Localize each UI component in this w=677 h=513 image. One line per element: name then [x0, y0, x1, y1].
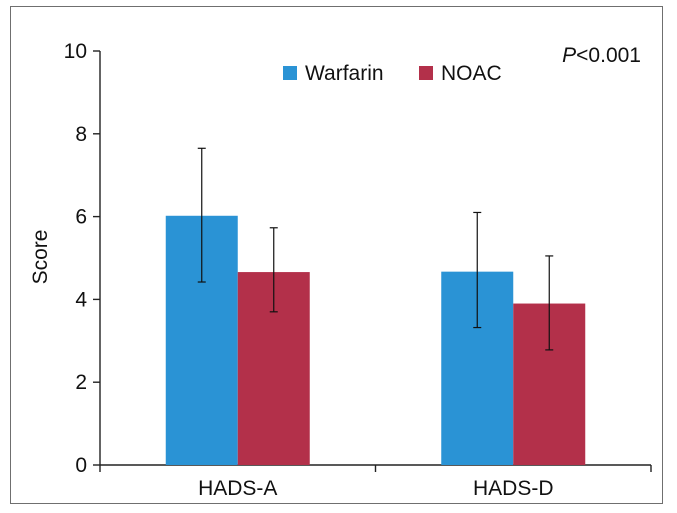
bars — [165, 215, 586, 465]
p-value-annotation: P<0.001 — [562, 44, 641, 67]
chart-frame: Score 0 2 4 6 8 10 HADS-A HADS-D Warfarin NOAC … — [10, 6, 663, 504]
legend-swatch — [283, 66, 297, 80]
error-bars — [197, 147, 554, 351]
legend-label: Warfarin — [305, 62, 384, 85]
legend-label: NOAC — [441, 62, 502, 85]
p-value-text: <0.001 — [576, 44, 641, 67]
y-tick-label: 10 — [64, 40, 87, 63]
legend: Warfarin NOAC — [283, 62, 502, 85]
y-tick-label: 6 — [75, 206, 87, 229]
y-tick-label: 8 — [75, 123, 87, 146]
legend-swatch — [419, 66, 433, 80]
y-axis: 0 2 4 6 8 10 — [64, 40, 101, 477]
y-axis-title: Score — [29, 230, 52, 285]
y-tick-label: 0 — [75, 454, 87, 477]
y-tick-label: 4 — [75, 288, 87, 311]
x-tick-label: HADS-D — [473, 477, 554, 500]
y-tick-label: 2 — [75, 371, 87, 394]
x-axis: HADS-A HADS-D — [99, 464, 652, 500]
x-tick-label: HADS-A — [198, 477, 277, 500]
p-value-italic: P — [562, 44, 576, 67]
